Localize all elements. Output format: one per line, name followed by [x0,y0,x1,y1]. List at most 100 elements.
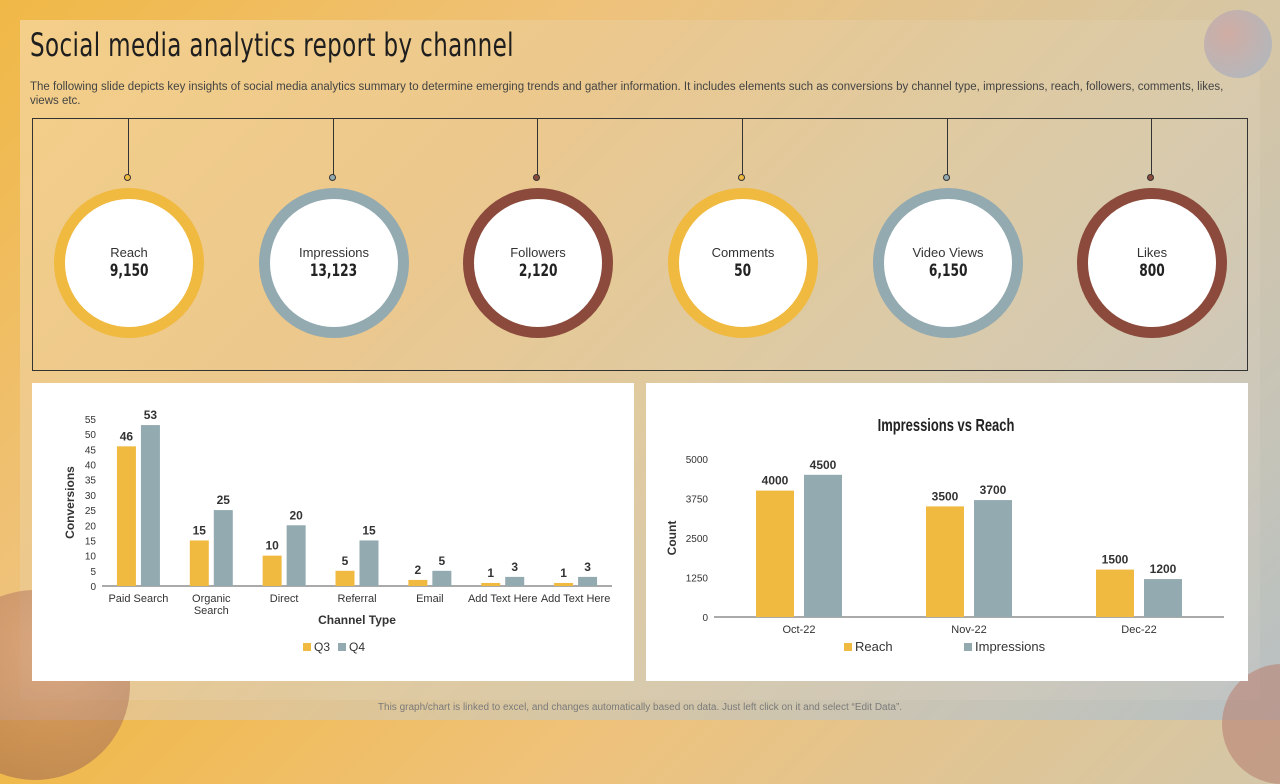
kpi-value: 2,120 [518,261,558,281]
kpi-label: Followers [510,245,566,260]
legend-label: Q4 [349,640,365,654]
y-tick-label: 5000 [686,455,709,466]
decor-circle-top-right [1204,10,1272,78]
kpi-label: Likes [1136,245,1168,260]
y-tick-label: 2500 [686,534,709,545]
data-label: 3700 [980,483,1007,497]
kpi-followers: Followers 2,120 [463,119,613,372]
data-label: 46 [120,429,134,443]
kpi-dot [943,174,950,181]
kpi-label: Video Views [912,245,984,260]
data-label: 15 [362,523,376,537]
x-tick-label: Search [194,605,229,617]
x-axis-title: Channel Type [318,613,396,627]
data-label: 25 [217,493,231,507]
y-tick-label: 55 [85,415,97,426]
x-tick-label: Email [416,593,444,605]
y-tick-label: 0 [702,613,708,624]
bar-q4 [505,576,525,586]
kpi-stem [128,119,129,175]
bar-q4 [578,576,598,586]
kpi-ring: Followers 2,120 [463,188,613,338]
y-tick-label: 45 [85,445,97,456]
bar-q3 [335,570,355,586]
kpi-ring: Likes 800 [1077,188,1227,338]
bar-impressions [974,500,1012,617]
bar-q4 [140,425,160,586]
bar-q4 [213,510,233,586]
y-axis-title: Conversions [63,466,77,539]
kpi-stem [333,119,334,175]
kpi-likes: Likes 800 [1077,119,1227,372]
bar-q3 [481,582,501,586]
y-tick-label: 50 [85,430,97,441]
kpi-stem [947,119,948,175]
kpi-stem [1151,119,1152,175]
y-tick-label: 10 [85,552,97,563]
kpi-video-views: Video Views 6,150 [873,119,1023,372]
chart-title: Impressions vs Reach [878,416,1015,436]
kpi-comments: Comments 50 [668,119,818,372]
y-tick-label: 1250 [686,574,709,585]
bar-impressions [804,474,842,617]
kpi-dot [1147,174,1154,181]
kpi-panel: Reach 9,150 Impressions 13,123 Followers… [32,118,1248,371]
x-tick-label: Oct-22 [782,624,815,636]
kpi-ring: Comments 50 [668,188,818,338]
y-tick-label: 3750 [686,495,709,506]
data-label: 3 [584,560,591,574]
page-subtitle: The following slide depicts key insights… [30,81,1224,107]
kpi-reach: Reach 9,150 [54,119,204,372]
kpi-stem [742,119,743,175]
footer-note: This graph/chart is linked to excel, and… [377,702,903,713]
y-axis-title: Count [665,521,679,556]
y-tick-label: 0 [90,582,96,593]
kpi-impressions: Impressions 13,123 [259,119,409,372]
legend-label: Q3 [314,640,330,654]
kpi-dot [329,174,336,181]
kpi-ring: Reach 9,150 [54,188,204,338]
kpi-value: 50 [734,261,752,281]
y-tick-label: 30 [85,491,97,502]
data-label: 1 [487,566,494,580]
kpi-stem [537,119,538,175]
kpi-value: 800 [1139,261,1165,281]
data-label: 3 [511,560,518,574]
bar-q4 [359,540,379,586]
impressions-reach-chart: Impressions vs Reach 0 1250 2500 3750 5000 400… [665,416,1224,654]
legend-label: Reach [855,639,893,654]
kpi-value: 13,123 [310,261,358,281]
data-label: 2 [415,563,422,577]
x-tick-label: Direct [270,593,299,605]
y-tick-label: 35 [85,476,97,487]
bar-q3 [262,555,282,586]
data-label: 3500 [932,489,959,503]
impressions-reach-chart-panel: Impressions vs Reach 0 1250 2500 3750 5000 400… [646,383,1248,681]
y-tick-label: 40 [85,461,97,472]
bar-reach [926,506,964,617]
data-label: 1500 [1102,553,1129,567]
conversions-chart-panel: 0 5 10 15 20 25 30 35 40 45 50 55 46 53 Paid Search 15 2… [32,383,634,681]
x-tick-label: Referral [337,593,376,605]
kpi-dot [124,174,131,181]
bar-q3 [408,579,428,586]
bar-impressions [1144,579,1182,617]
kpi-value: 9,150 [109,261,149,281]
legend-swatch [964,643,972,651]
legend-swatch [844,643,852,651]
y-tick-label: 15 [85,536,97,547]
bar-q3 [116,446,136,586]
kpi-label: Comments [711,245,775,260]
x-tick-label: Add Text Here [541,593,611,605]
kpi-dot [738,174,745,181]
kpi-ring: Impressions 13,123 [259,188,409,338]
data-label: 1 [560,566,567,580]
data-label: 53 [144,408,158,422]
bar-reach [1096,569,1134,617]
legend-label: Impressions [975,639,1046,654]
kpi-value: 6,150 [928,261,968,281]
bar-q4 [432,570,452,586]
x-tick-label: Add Text Here [468,593,538,605]
bar-q3 [189,540,209,586]
